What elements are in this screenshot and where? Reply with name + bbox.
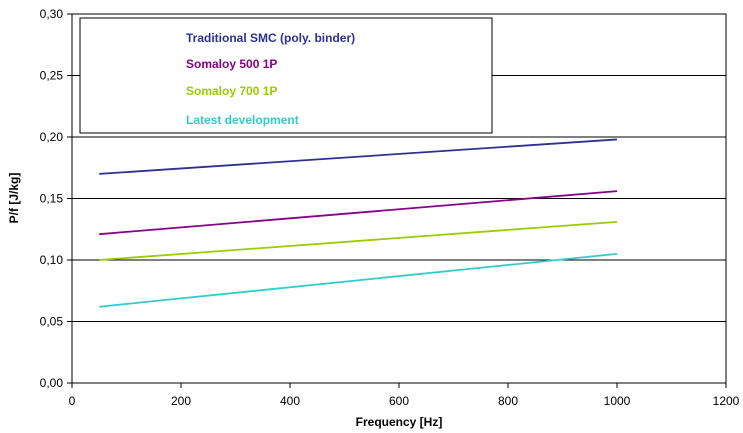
x-tick-label: 800: [498, 394, 518, 408]
series-lines: [99, 138, 618, 308]
series-line-2: [99, 190, 618, 236]
legend-entry-4: Latest development: [186, 113, 299, 127]
y-tick-label: 0,25: [40, 69, 64, 83]
series-line-3: [99, 220, 618, 261]
legend-entry-2: Somaloy 500 1P: [186, 57, 277, 71]
y-tick-label: 0,20: [40, 130, 64, 144]
x-tick-label: 1200: [713, 394, 740, 408]
y-axis-ticks: 0,00 0,05 0,10 0,15 0,20 0,25 0,30: [40, 7, 72, 390]
y-tick-label: 0,10: [40, 253, 64, 267]
y-tick-label: 0,30: [40, 7, 64, 21]
legend-entry-1: Traditional SMC (poly. binder): [186, 31, 355, 45]
x-tick-label: 600: [389, 394, 409, 408]
x-axis-ticks: 0 200 400 600 800 1000 1200: [69, 383, 740, 408]
series-line-1: [99, 138, 618, 175]
y-tick-label: 0,15: [40, 192, 64, 206]
x-tick-label: 400: [280, 394, 300, 408]
y-axis-title: P/f [J/kg]: [7, 173, 21, 224]
y-tick-label: 0,05: [40, 315, 64, 329]
x-tick-label: 0: [69, 394, 76, 408]
x-axis-title: Frequency [Hz]: [356, 415, 443, 429]
x-tick-label: 1000: [604, 394, 631, 408]
series-line-4: [99, 252, 618, 308]
x-tick-label: 200: [171, 394, 191, 408]
legend-box: [79, 17, 493, 134]
legend: Traditional SMC (poly. binder) Somaloy 5…: [79, 17, 493, 134]
y-tick-label: 0,00: [40, 376, 64, 390]
legend-entry-3: Somaloy 700 1P: [186, 84, 277, 98]
